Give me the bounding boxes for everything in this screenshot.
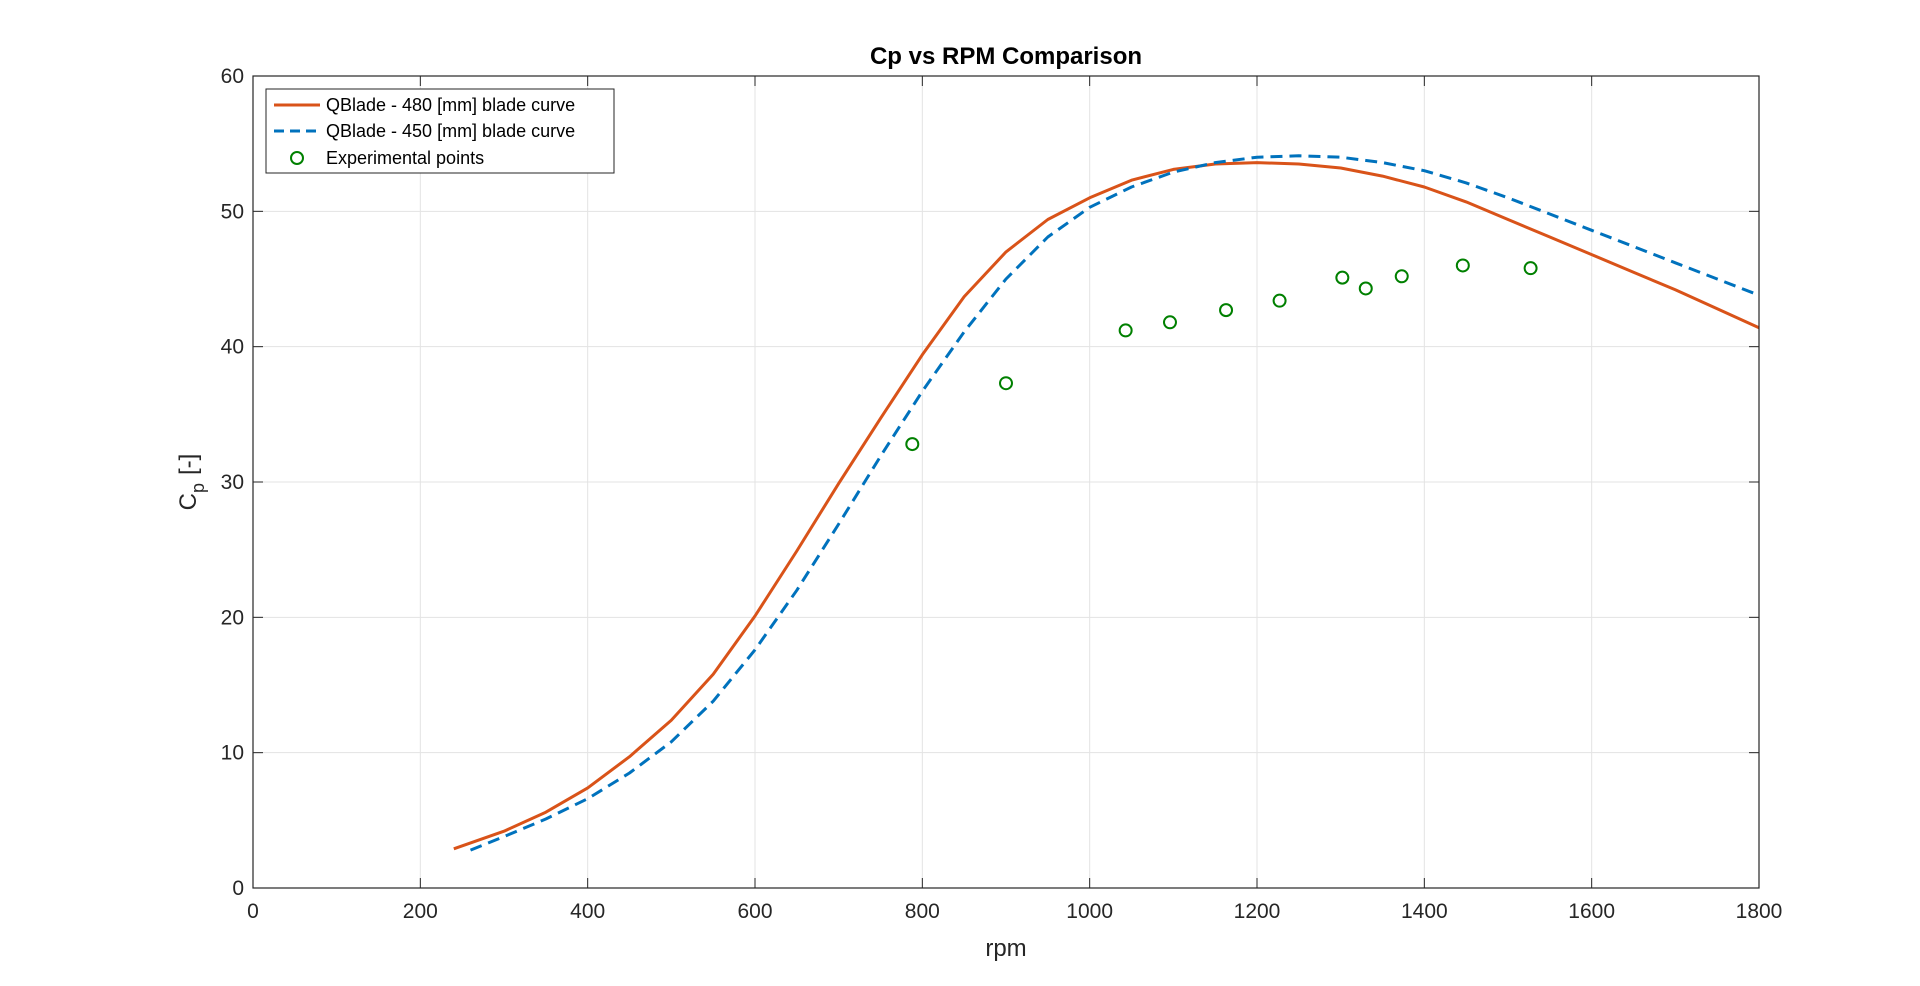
legend-label-450: QBlade - 450 [mm] blade curve — [326, 121, 575, 141]
y-axis-label-sub: p — [188, 483, 208, 493]
x-tick-label: 600 — [737, 900, 772, 923]
chart-title: Cp vs RPM Comparison — [870, 43, 1142, 70]
experimental-point — [999, 376, 1013, 391]
experimental-point — [1455, 258, 1470, 273]
experimental-point — [1394, 269, 1409, 284]
y-tick-label: 40 — [221, 336, 244, 359]
y-tick-label: 0 — [232, 877, 244, 900]
x-tick-label: 0 — [247, 900, 259, 923]
x-tick-label: 1600 — [1568, 900, 1615, 923]
ticks: 0 200 400 600 800 1000 1200 1400 1600 1800 0 10 20 30… — [221, 65, 1783, 923]
y-tick-label: 60 — [221, 65, 244, 88]
x-axis-label: rpm — [985, 935, 1026, 962]
x-tick-label: 1200 — [1234, 900, 1281, 923]
y-tick-label: 30 — [221, 471, 244, 494]
y-axis-label-unit: [-] — [175, 454, 202, 475]
legend-box — [265, 88, 615, 174]
experimental-point — [905, 437, 920, 452]
legend-label-480: QBlade - 480 [mm] blade curve — [326, 95, 575, 115]
experimental-point — [1162, 315, 1177, 330]
y-tick-label: 20 — [221, 606, 244, 629]
grid — [253, 76, 1759, 888]
series-line-480mm — [453, 161, 1760, 851]
y-axis-label-main: C — [175, 493, 202, 510]
legend: QBlade - 480 [mm] blade curve QBlade - 4… — [265, 88, 615, 174]
experimental-point — [1523, 261, 1538, 276]
y-tick-label: 50 — [221, 200, 244, 223]
x-tick-label: 200 — [403, 900, 438, 923]
x-tick-label: 1400 — [1401, 900, 1448, 923]
y-axis-label: Cp [-] — [175, 454, 208, 511]
series-layer — [453, 154, 1760, 852]
y-tick-label: 10 — [221, 742, 244, 765]
legend-label-experimental: Experimental points — [326, 148, 484, 168]
experimental-point — [1272, 293, 1287, 308]
experimental-point — [1219, 303, 1234, 318]
x-tick-label: 1800 — [1736, 900, 1783, 923]
experimental-point — [1335, 270, 1350, 285]
series-line-450mm — [469, 154, 1760, 852]
x-tick-label: 1000 — [1066, 900, 1113, 923]
experimental-point — [1118, 323, 1133, 338]
x-tick-label: 400 — [570, 900, 605, 923]
x-tick-label: 800 — [905, 900, 940, 923]
experimental-point — [1358, 281, 1373, 296]
legend-swatch-experimental — [290, 151, 304, 165]
